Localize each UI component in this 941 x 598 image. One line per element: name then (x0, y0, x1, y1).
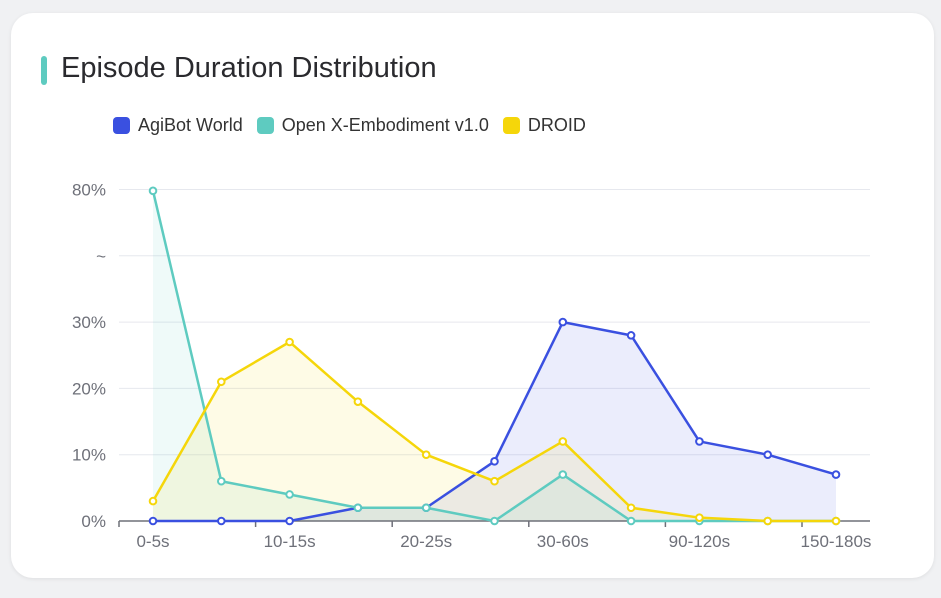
y-tick-label: 0% (81, 512, 106, 531)
data-point (148, 186, 158, 196)
data-point (353, 503, 363, 513)
y-tick-label: 10% (72, 446, 106, 465)
data-point (490, 516, 499, 526)
y-tick-label: ~ (96, 247, 106, 266)
data-point (421, 450, 431, 460)
legend-label: DROID (527, 115, 586, 135)
x-tick-label: 10-15s (264, 532, 316, 551)
legend-label: Open X-Embodiment v1.0 (281, 115, 489, 135)
data-point (353, 397, 363, 406)
legend-item-droid[interactable]: DROID (502, 115, 586, 136)
chart-card (11, 13, 934, 578)
data-point (626, 331, 636, 340)
series-area (153, 190, 836, 522)
series-area (153, 322, 836, 521)
data-point (558, 470, 568, 479)
x-tick-label: 30-60s (537, 532, 589, 551)
legend-swatch (502, 117, 520, 134)
legend: AgiBot World Open X-Embodiment v1.0 DROI… (113, 115, 600, 136)
data-point (763, 516, 773, 526)
chart-title: Episode Duration Distribution (61, 52, 437, 84)
title-accent (41, 56, 47, 85)
y-tick-label: 20% (72, 379, 106, 398)
x-tick-label: 20-25s (400, 532, 452, 551)
legend-swatch (256, 117, 274, 134)
data-point (626, 516, 636, 526)
data-point (695, 513, 704, 522)
data-point (490, 476, 499, 486)
data-point (626, 503, 636, 513)
legend-swatch (113, 117, 130, 134)
data-point (558, 437, 568, 446)
y-tick-label: 80% (72, 181, 106, 200)
data-point (148, 516, 158, 526)
y-tick-label: 30% (72, 313, 106, 332)
data-point (421, 503, 431, 513)
series-area (153, 341, 836, 521)
legend-item-agibot[interactable]: AgiBot World (113, 115, 243, 136)
data-point (558, 317, 568, 327)
data-point (217, 377, 226, 387)
data-point (217, 476, 226, 486)
x-tick-label: 150-180s (801, 532, 872, 551)
data-point (763, 450, 773, 460)
data-point (695, 437, 704, 446)
legend-item-oxe[interactable]: Open X-Embodiment v1.0 (256, 115, 489, 136)
x-tick-label: 90-120s (669, 532, 730, 551)
x-tick-label: 0-5s (136, 532, 169, 551)
data-point (831, 516, 841, 526)
data-point (285, 337, 294, 347)
data-point (490, 457, 499, 466)
data-point (217, 516, 226, 526)
data-point (148, 496, 158, 506)
data-point (285, 516, 294, 526)
legend-label: AgiBot World (138, 115, 243, 135)
data-point (831, 470, 841, 479)
data-point (285, 490, 294, 499)
